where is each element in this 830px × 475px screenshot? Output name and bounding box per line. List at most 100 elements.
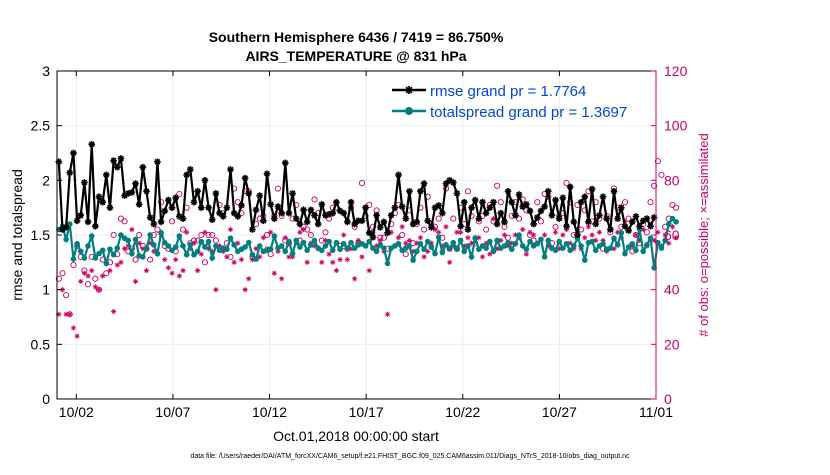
rmse-point [139,163,147,171]
obs-possible-point [234,199,241,206]
totalspread-point [81,255,88,261]
totalspread-point [644,242,650,248]
obs-assimilated-point [341,232,347,238]
rmse-point [77,212,85,219]
rmse-point [208,216,216,223]
rmse-point [577,198,585,206]
obs-assimilated-point [399,224,405,230]
obs-assimilated-point [542,232,548,238]
totalspread-point [267,246,274,253]
obs-possible-point [358,180,366,187]
obs-assimilated-point [326,251,332,257]
rmse-point [614,215,621,222]
totalspread-point [662,237,668,244]
totalspread-point [311,237,318,244]
obs-assimilated-point [271,270,277,276]
obs-assimilated-point [173,257,179,263]
rmse-point [227,166,234,173]
rmse-point [84,218,92,226]
rmse-point [230,209,238,217]
totalspread-point [556,238,563,245]
rmse-point [460,198,468,206]
rmse-point [95,193,103,201]
left-y-tick-label: 1 [42,282,50,298]
totalspread-point [534,240,541,247]
obs-possible-point [263,231,271,239]
totalspread-point [85,243,91,249]
totalspread-point [249,251,256,258]
totalspread-point [581,257,588,263]
obs-assimilated-point [319,259,325,265]
totalspread-point [545,237,552,244]
rmse-point [493,220,501,228]
rmse-point [570,218,578,226]
obs-possible-point [103,270,110,277]
totalspread-point [614,242,621,248]
totalspread-point [658,245,665,251]
rmse-point [442,180,450,187]
rmse-point [504,187,512,195]
obs-assimilated-point [432,226,438,233]
obs-assimilated-point [352,276,358,282]
obs-possible-point [322,229,329,236]
rmse-point [398,203,406,210]
totalspread-point [622,250,628,257]
rmse-point [636,222,643,230]
obs-possible-point [179,226,187,233]
rmse-point [252,206,260,214]
x-tick-label: 10/12 [252,404,287,420]
totalspread-point [673,219,679,225]
totalspread-point [424,238,431,245]
totalspread-point [560,245,566,251]
totalspread-point [647,235,654,242]
rmse-point [318,201,326,208]
rmse-point [92,222,99,230]
rmse-point [296,220,304,228]
x-tick-label: 10/17 [349,404,384,420]
totalspread-point [501,243,508,249]
rmse-point [559,194,567,202]
obs-possible-point [669,201,676,208]
totalspread-point [158,230,164,236]
rmse-point [395,171,402,179]
rmse-point [508,198,516,206]
obs-possible-point [505,234,512,241]
obs-possible-point [132,256,139,263]
obs-assimilated-point [118,259,124,265]
totalspread-point [70,256,77,262]
obs-assimilated-point [666,240,672,246]
obs-possible-point [110,231,117,239]
rmse-point [588,185,596,193]
totalspread-point [194,248,201,255]
totalspread-point [640,248,647,255]
obs-possible-point [647,199,654,206]
right-y-tick-label: 80 [664,172,680,188]
obs-assimilated-point [162,257,168,263]
totalspread-point [88,233,95,239]
left-y-tick-label: 2.5 [31,118,51,134]
totalspread-point [417,240,424,247]
rmse-point [596,212,603,219]
rmse-point [621,222,629,230]
rmse-point [88,140,95,148]
totalspread-point [245,239,252,246]
totalspread-point [161,239,168,246]
rmse-point [194,187,201,195]
left-y-axis-label: rmse and totalspread [9,169,25,301]
obs-possible-point [537,218,544,225]
totalspread-point [439,249,446,256]
obs-assimilated-point [417,235,424,241]
obs-assimilated-point [395,235,402,241]
obs-possible-point [92,275,99,282]
rmse-point [402,215,410,222]
totalspread-point [253,256,259,262]
obs-assimilated-point [520,226,526,233]
rmse-point [307,206,315,214]
rmse-point [347,198,355,206]
rmse-point [501,218,508,226]
obs-possible-point [147,256,154,263]
obs-possible-point [625,215,632,222]
totalspread-point [519,243,526,249]
obs-assimilated-point [366,267,372,274]
obs-possible-point [169,218,176,225]
